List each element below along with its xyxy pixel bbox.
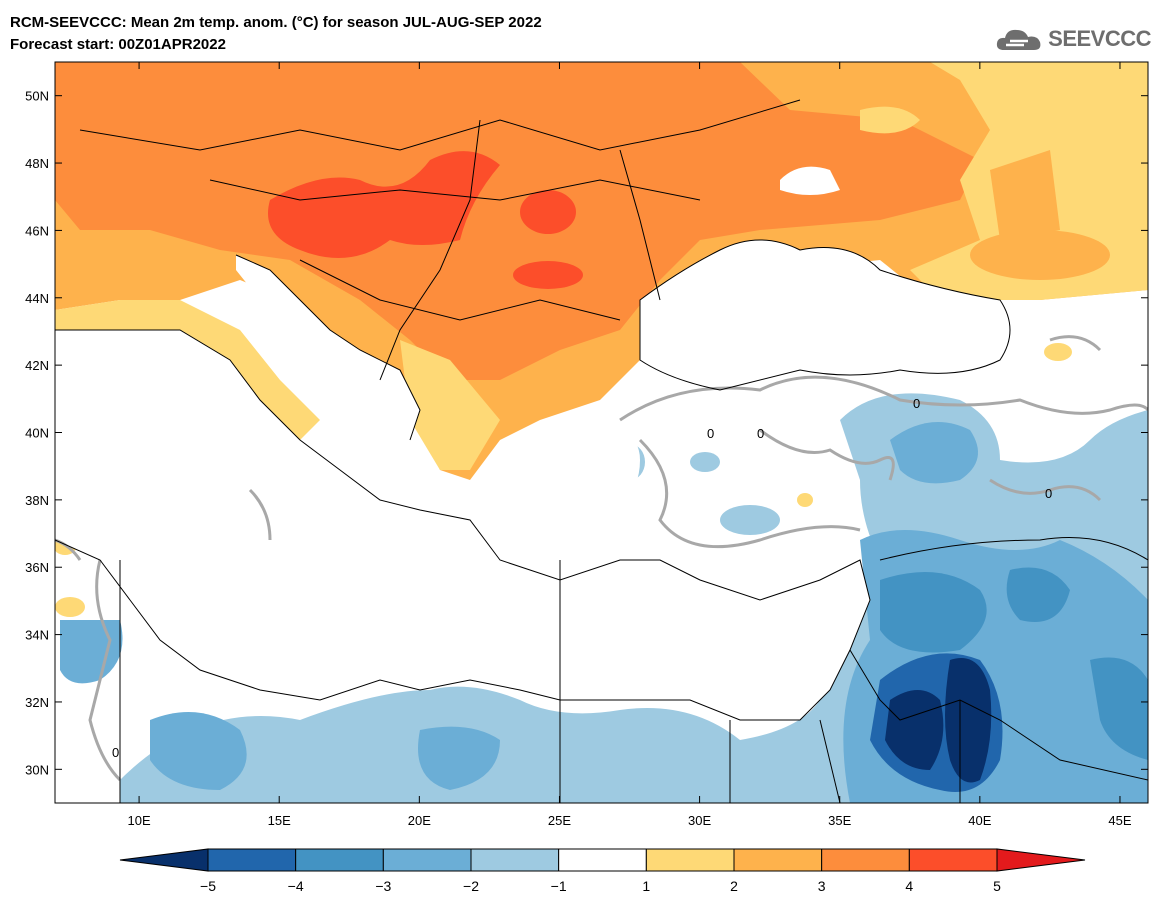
colorbar-segment bbox=[821, 848, 910, 872]
colorbar-label: −2 bbox=[463, 878, 479, 894]
colorbar-label: −1 bbox=[551, 878, 567, 894]
contour-label-zero: 0 bbox=[1045, 486, 1052, 501]
colorbar-label: 4 bbox=[905, 878, 913, 894]
lon-tick-label: 10E bbox=[128, 813, 151, 828]
colorbar-segment bbox=[470, 848, 560, 872]
colorbar-segment bbox=[908, 848, 998, 872]
lat-tick-label: 34N bbox=[25, 628, 49, 643]
colorbar-label: 2 bbox=[730, 878, 738, 894]
lon-tick-label: 45E bbox=[1108, 813, 1131, 828]
colorbar-segment bbox=[207, 848, 297, 872]
contour-label-zero: 0 bbox=[707, 426, 714, 441]
colorbar-segment bbox=[119, 848, 209, 872]
lat-tick-label: 44N bbox=[25, 291, 49, 306]
colorbar-label: 5 bbox=[993, 878, 1001, 894]
forecast-start-label: Forecast start: 00Z01APR2022 bbox=[10, 36, 226, 53]
anomaly-field bbox=[55, 62, 1148, 803]
contour-label-zero: 0 bbox=[757, 426, 764, 441]
contour-label-zero: 0 bbox=[112, 745, 119, 760]
cloud-icon bbox=[997, 29, 1041, 50]
contour-label-zero: 0 bbox=[913, 396, 920, 411]
lat-tick-label: 48N bbox=[25, 156, 49, 171]
lat-tick-label: 42N bbox=[25, 358, 49, 373]
lat-tick-label: 38N bbox=[25, 493, 49, 508]
mediterranean-sea bbox=[55, 330, 870, 720]
lon-tick-label: 40E bbox=[968, 813, 991, 828]
contour-labels: 0 0 0 0 0 bbox=[112, 396, 1052, 760]
colorbar-label: −3 bbox=[375, 878, 391, 894]
colorbar-label: −4 bbox=[288, 878, 304, 894]
colorbar-segment bbox=[996, 848, 1086, 872]
zero-contour-lines bbox=[55, 335, 1148, 782]
lat-tick-label: 40N bbox=[25, 426, 49, 441]
colorbar-segment bbox=[558, 848, 647, 872]
lat-tick-label: 46N bbox=[25, 223, 49, 238]
coastlines-and-borders bbox=[55, 99, 1148, 803]
colorbar-label: 3 bbox=[818, 878, 826, 894]
lat-tick-label: 36N bbox=[25, 560, 49, 575]
seevccc-logo: SEEVCCC bbox=[994, 24, 1151, 54]
lon-tick-label: 15E bbox=[268, 813, 291, 828]
longitude-axis: 10E 15E 20E 25E 30E 35E 40E 45E bbox=[128, 62, 1132, 828]
black-sea bbox=[640, 240, 1010, 390]
lat-tick-label: 32N bbox=[25, 695, 49, 710]
colorbar-segment bbox=[645, 848, 735, 872]
latitude-axis: 30N 32N 34N 36N 38N 40N 42N 44N 46N 48N 50N bbox=[25, 89, 1148, 777]
colorbar-label: 1 bbox=[642, 878, 650, 894]
lon-tick-label: 20E bbox=[408, 813, 431, 828]
colorbar-segment bbox=[295, 848, 384, 872]
lon-tick-label: 25E bbox=[548, 813, 571, 828]
colorbar: −5 −4 −3 −2 −1 1 2 3 4 5 bbox=[119, 848, 1086, 894]
lon-tick-label: 35E bbox=[828, 813, 851, 828]
logo-text: SEEVCCC bbox=[1048, 26, 1151, 51]
lat-tick-label: 50N bbox=[25, 89, 49, 104]
map-title: RCM-SEEVCCC: Mean 2m temp. anom. (°C) fo… bbox=[10, 14, 542, 31]
lat-tick-label: 30N bbox=[25, 762, 49, 777]
colorbar-segment bbox=[733, 848, 823, 872]
colorbar-label: −5 bbox=[200, 878, 216, 894]
lon-tick-label: 30E bbox=[688, 813, 711, 828]
colorbar-segment bbox=[382, 848, 472, 872]
